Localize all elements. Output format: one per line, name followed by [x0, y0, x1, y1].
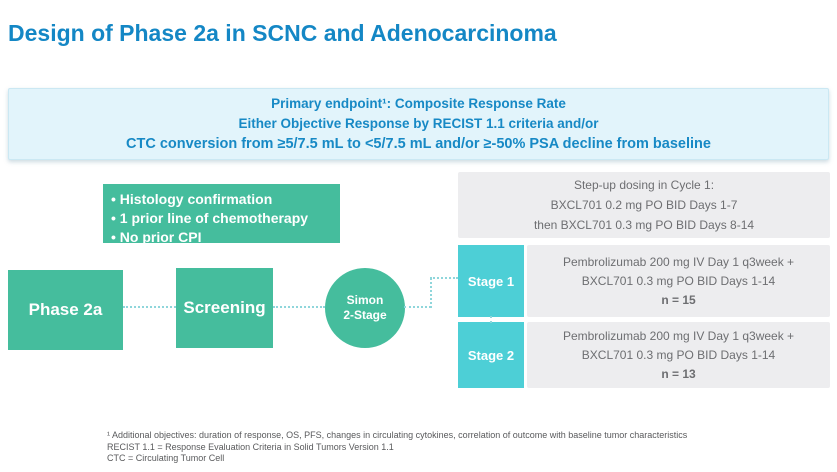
- endpoint-line-3: CTC conversion from ≥5/7.5 mL to <5/7.5 …: [126, 136, 711, 152]
- slide-title: Design of Phase 2a in SCNC and Adenocarc…: [8, 20, 557, 46]
- stage-1-regimen-line-1: Pembrolizumab 200 mg IV Day 1 q3week +: [562, 254, 795, 269]
- endpoint-line-1: Primary endpoint¹: Composite Response Ra…: [271, 96, 566, 111]
- stepup-dosing-box: Step-up dosing in Cycle 1: BXCL701 0.2 m…: [458, 172, 830, 238]
- connector-to-stage-1: [430, 277, 458, 279]
- phase-2a-label: Phase 2a: [28, 300, 103, 319]
- simon-2-stage-node: Simon 2-Stage: [325, 268, 405, 348]
- stage-2-regimen-box: Pembrolizumab 200 mg IV Day 1 q3week + B…: [527, 322, 830, 388]
- endpoint-line-2: Either Objective Response by RECIST 1.1 …: [238, 116, 599, 131]
- eligibility-item: • No prior CPI: [111, 229, 202, 245]
- primary-endpoint-box: Primary endpoint¹: Composite Response Ra…: [8, 88, 829, 160]
- stage-1-regimen-box: Pembrolizumab 200 mg IV Day 1 q3week + B…: [527, 245, 830, 317]
- phase-2a-node: Phase 2a: [8, 270, 123, 350]
- stage-1-label: Stage 1: [467, 273, 515, 289]
- eligibility-criteria-box: • Histology confirmation • 1 prior line …: [103, 184, 340, 245]
- connector-stage1-to-stage2: [490, 316, 492, 323]
- footnotes: ¹ Additional objectives: duration of res…: [107, 430, 687, 465]
- stage-2-label-box: Stage 2: [458, 322, 524, 388]
- stepup-line-2: BXCL701 0.2 mg PO BID Days 1-7: [550, 198, 738, 212]
- stage-1-label-box: Stage 1: [458, 245, 524, 317]
- footnote-ctc-definition: CTC = Circulating Tumor Cell: [107, 453, 225, 463]
- eligibility-item: • Histology confirmation: [111, 191, 273, 207]
- stage-2-label: Stage 2: [467, 347, 515, 363]
- screening-node: Screening: [176, 268, 273, 348]
- stage-2-regimen-line-2: BXCL701 0.3 mg PO BID Days 1-14: [581, 347, 776, 362]
- connector-vertical-branch: [430, 278, 432, 308]
- stepup-line-1: Step-up dosing in Cycle 1:: [573, 178, 715, 192]
- stage-2-regimen-line-1: Pembrolizumab 200 mg IV Day 1 q3week +: [562, 328, 795, 343]
- connector-simon-out: [404, 306, 431, 308]
- footnote-additional-objectives: ¹ Additional objectives: duration of res…: [107, 430, 688, 440]
- connector-screening-to-simon: [273, 306, 325, 308]
- simon-label-line-2: 2-Stage: [343, 308, 387, 322]
- stage-1-regimen-line-2: BXCL701 0.3 mg PO BID Days 1-14: [581, 273, 776, 288]
- stage-1-n-value: n = 15: [661, 292, 696, 307]
- footnote-recist-definition: RECIST 1.1 = Response Evaluation Criteri…: [107, 441, 394, 452]
- connector-phase-to-screening: [123, 306, 176, 308]
- eligibility-item: • 1 prior line of chemotherapy: [111, 210, 309, 226]
- simon-label-line-1: Simon: [346, 293, 384, 307]
- stepup-line-3: then BXCL701 0.3 mg PO BID Days 8-14: [533, 218, 755, 232]
- stage-2-n-value: n = 13: [661, 366, 696, 381]
- screening-label: Screening: [183, 298, 266, 317]
